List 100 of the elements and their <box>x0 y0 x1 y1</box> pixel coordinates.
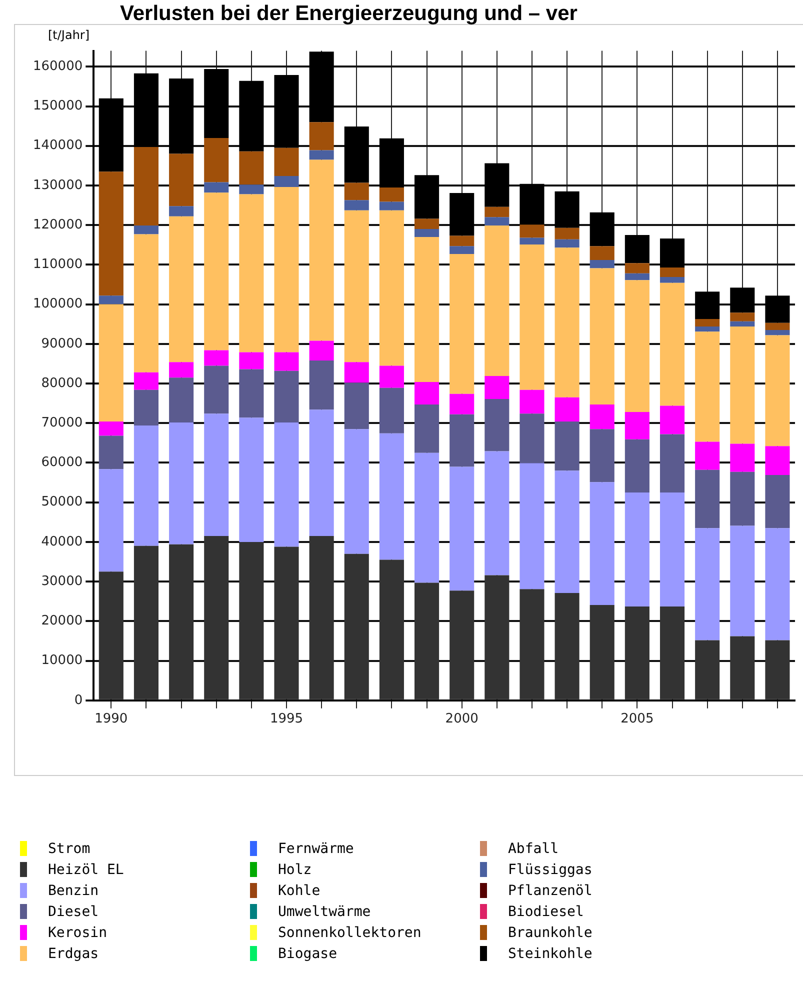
bar <box>309 122 334 150</box>
bar <box>134 234 159 372</box>
bar <box>765 335 790 446</box>
bar <box>344 554 369 700</box>
bar <box>624 263 650 274</box>
bar <box>169 544 194 700</box>
bar <box>624 492 650 607</box>
bar <box>204 414 229 536</box>
bar <box>590 212 614 246</box>
x-tick-label: 1995 <box>270 712 304 727</box>
bar <box>239 369 264 418</box>
bar <box>730 321 755 326</box>
bar <box>414 236 440 382</box>
bar <box>695 292 720 319</box>
bar <box>414 404 440 453</box>
y-tick-label: 50000 <box>41 494 83 510</box>
bar <box>169 154 194 206</box>
bar <box>379 366 404 388</box>
x-tick-label: 2000 <box>445 712 478 727</box>
bar <box>660 406 685 434</box>
bar <box>169 78 194 154</box>
bar <box>98 296 124 304</box>
bar <box>450 414 474 467</box>
bar <box>520 589 544 700</box>
y-tick-label: 20000 <box>41 614 83 629</box>
bar <box>309 150 334 160</box>
bar <box>520 414 544 464</box>
legend-label: Steinkohle <box>508 946 592 962</box>
y-tick-label: 160000 <box>32 59 83 74</box>
bar <box>730 312 755 322</box>
bar <box>484 398 510 452</box>
bar <box>695 470 720 528</box>
bar <box>730 526 755 636</box>
legend-label: Diesel <box>48 904 99 920</box>
bar <box>309 52 334 122</box>
bar <box>590 404 614 430</box>
bar <box>765 446 790 476</box>
bar <box>414 218 440 230</box>
bar <box>450 254 474 394</box>
y-tick-label: 40000 <box>41 534 83 550</box>
bar <box>765 296 790 323</box>
bar <box>695 640 720 700</box>
y-tick-label: 130000 <box>32 178 83 193</box>
bar <box>554 422 580 471</box>
y-tick-label: 60000 <box>41 455 83 470</box>
legend-label: Fernwärme <box>278 840 354 856</box>
bar <box>274 370 299 422</box>
bar <box>520 244 544 390</box>
bar <box>414 582 440 700</box>
bar <box>98 572 124 700</box>
bar <box>590 260 614 268</box>
y-tick-label: 10000 <box>41 653 83 668</box>
bar <box>624 280 650 412</box>
legend-label: Holz <box>278 862 312 878</box>
bar <box>98 98 124 172</box>
bar <box>414 452 440 583</box>
bar <box>484 451 510 576</box>
bar <box>484 206 510 218</box>
bar <box>274 187 299 352</box>
bar <box>765 330 790 336</box>
bar <box>624 412 650 440</box>
bar <box>730 444 755 472</box>
bar <box>309 340 334 361</box>
bar <box>344 382 369 430</box>
bar <box>520 463 544 590</box>
bar <box>695 332 720 442</box>
bar <box>98 422 124 436</box>
bar <box>134 546 159 700</box>
legend-label: Abfall <box>508 840 559 856</box>
bar <box>730 636 755 700</box>
legend-label: Flüssiggas <box>508 862 592 878</box>
bar <box>590 268 614 405</box>
y-tick-label: 120000 <box>32 217 83 232</box>
bar <box>204 138 229 182</box>
bar <box>450 590 474 700</box>
bar <box>344 429 369 554</box>
y-axis-title: [t/Jahr] <box>48 28 90 42</box>
bar <box>239 418 264 542</box>
bar <box>590 246 614 260</box>
bar <box>450 246 474 254</box>
y-tick-label: 110000 <box>32 257 83 272</box>
legend-label: Erdgas <box>48 946 99 962</box>
legend-label: Kohle <box>278 882 320 898</box>
bar <box>484 376 510 399</box>
legend-label: Braunkohle <box>508 924 592 940</box>
bar <box>450 466 474 591</box>
bar <box>274 74 299 148</box>
legend-label: Biogase <box>278 946 338 962</box>
bar <box>520 224 544 238</box>
bar <box>169 422 194 544</box>
bar <box>274 176 299 188</box>
bar <box>134 147 159 226</box>
bar <box>520 238 544 244</box>
bar <box>660 276 685 283</box>
y-tick-label: 90000 <box>41 336 83 352</box>
bar <box>414 382 440 405</box>
bar <box>134 73 159 148</box>
y-tick-label: 30000 <box>41 574 83 589</box>
bar <box>239 80 264 152</box>
bar <box>624 234 650 264</box>
